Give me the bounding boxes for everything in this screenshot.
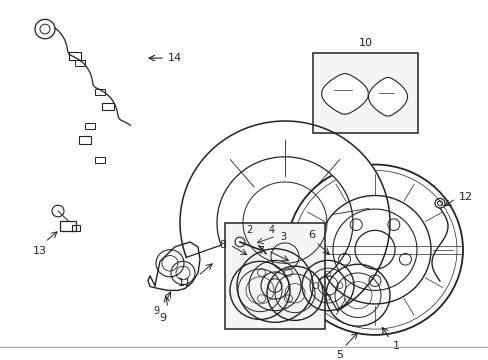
Text: 8: 8 bbox=[219, 240, 225, 250]
Text: 10: 10 bbox=[358, 39, 372, 48]
Text: 5: 5 bbox=[336, 350, 343, 360]
Bar bbox=[85, 123, 95, 129]
Bar bbox=[72, 225, 80, 231]
Text: 4: 4 bbox=[268, 225, 274, 235]
Polygon shape bbox=[148, 242, 200, 291]
Bar bbox=[69, 52, 81, 60]
Bar bbox=[95, 157, 105, 163]
Bar bbox=[312, 53, 417, 132]
Text: 7: 7 bbox=[256, 246, 264, 256]
Bar bbox=[60, 221, 76, 231]
Text: 12: 12 bbox=[458, 193, 472, 202]
Text: 2: 2 bbox=[245, 225, 252, 235]
Bar bbox=[95, 89, 105, 95]
Text: 9: 9 bbox=[154, 306, 160, 316]
Bar bbox=[79, 136, 91, 144]
Bar bbox=[75, 60, 85, 66]
Bar bbox=[224, 222, 325, 329]
Text: 1: 1 bbox=[392, 341, 399, 351]
Text: 14: 14 bbox=[168, 53, 182, 63]
Text: 6: 6 bbox=[308, 230, 315, 240]
Text: 13: 13 bbox=[33, 246, 47, 256]
Text: 3: 3 bbox=[280, 232, 285, 242]
Text: 9: 9 bbox=[159, 312, 166, 323]
Polygon shape bbox=[368, 77, 407, 116]
Bar bbox=[102, 103, 114, 111]
Polygon shape bbox=[321, 73, 367, 114]
Text: 11: 11 bbox=[178, 278, 192, 288]
Polygon shape bbox=[180, 121, 389, 311]
